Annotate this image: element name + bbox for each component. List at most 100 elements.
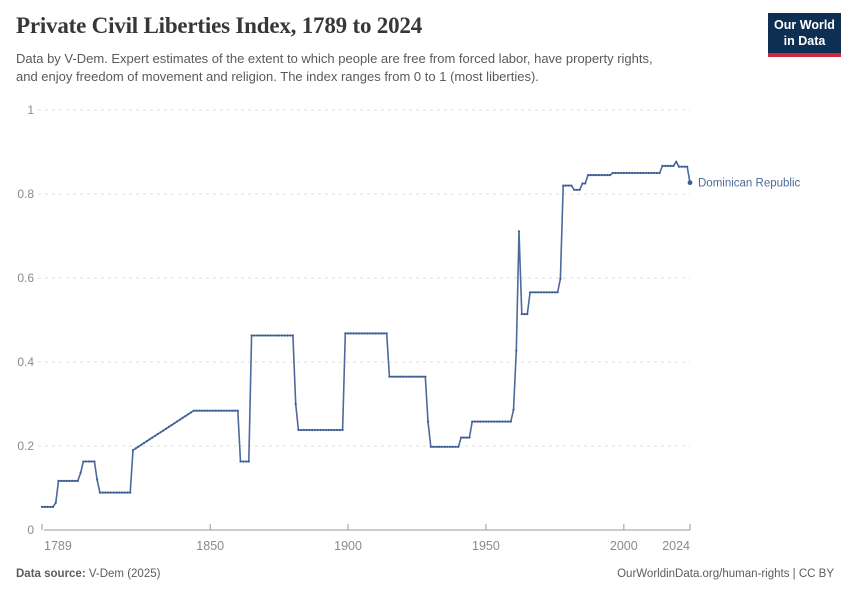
data-point bbox=[501, 420, 504, 423]
data-point bbox=[603, 174, 606, 177]
data-point bbox=[512, 408, 515, 411]
data-point bbox=[633, 171, 637, 175]
data-point bbox=[597, 174, 601, 177]
data-point bbox=[63, 479, 66, 482]
data-point bbox=[76, 479, 79, 482]
data-source-note: Data source: V-Dem (2025) bbox=[16, 568, 160, 580]
data-point bbox=[363, 332, 366, 335]
data-point bbox=[666, 164, 670, 167]
data-point bbox=[101, 491, 104, 494]
data-point bbox=[247, 460, 250, 463]
owid-logo-line1: Our World bbox=[774, 18, 835, 32]
data-point bbox=[661, 164, 664, 167]
y-tick-label: 0.8 bbox=[17, 187, 34, 201]
data-point bbox=[360, 332, 363, 335]
data-point bbox=[107, 491, 110, 494]
data-point bbox=[559, 277, 562, 280]
data-point bbox=[167, 425, 170, 428]
data-point bbox=[534, 291, 537, 294]
data-point bbox=[374, 332, 377, 335]
data-point bbox=[335, 428, 339, 432]
data-point bbox=[404, 375, 408, 378]
data-point bbox=[46, 505, 49, 508]
data-point bbox=[71, 479, 74, 482]
data-point bbox=[686, 165, 689, 168]
data-point bbox=[225, 409, 228, 412]
data-point bbox=[611, 171, 614, 175]
data-point bbox=[564, 184, 568, 187]
data-point bbox=[454, 445, 457, 448]
data-point bbox=[371, 332, 374, 335]
data-point bbox=[537, 291, 540, 294]
data-point bbox=[192, 409, 195, 412]
data-point bbox=[264, 334, 267, 337]
data-point bbox=[589, 174, 592, 177]
owid-url-license-link[interactable]: OurWorldinData.org/human-rights | CC BY bbox=[617, 568, 834, 580]
data-point bbox=[269, 334, 272, 337]
data-point bbox=[181, 416, 184, 419]
data-point bbox=[214, 409, 217, 412]
data-point bbox=[523, 313, 526, 316]
data-point bbox=[426, 420, 430, 423]
data-point bbox=[134, 447, 137, 450]
data-point bbox=[677, 165, 681, 168]
data-point bbox=[457, 445, 460, 448]
data-point bbox=[43, 505, 46, 508]
data-point bbox=[330, 428, 333, 432]
data-point bbox=[120, 491, 124, 494]
data-point bbox=[484, 420, 487, 423]
data-point bbox=[545, 291, 548, 294]
data-point bbox=[407, 375, 410, 378]
data-point bbox=[402, 375, 405, 378]
data-point bbox=[60, 479, 63, 482]
data-point bbox=[286, 334, 289, 337]
data-point bbox=[614, 171, 617, 175]
data-point bbox=[465, 436, 468, 439]
y-tick-label: 1 bbox=[27, 103, 34, 117]
data-point bbox=[308, 428, 311, 432]
data-point bbox=[658, 171, 661, 175]
data-point bbox=[178, 418, 181, 421]
data-point bbox=[123, 491, 126, 494]
data-point bbox=[540, 291, 543, 294]
data-point bbox=[115, 491, 118, 494]
data-point bbox=[305, 428, 308, 432]
data-point bbox=[592, 174, 595, 177]
data-point bbox=[551, 291, 554, 294]
data-point bbox=[176, 420, 179, 423]
data-point bbox=[520, 313, 523, 316]
data-point bbox=[432, 445, 435, 448]
data-point bbox=[319, 428, 322, 432]
y-tick-label: 0.6 bbox=[17, 271, 34, 285]
series-line bbox=[42, 160, 691, 508]
data-point bbox=[653, 171, 656, 175]
data-point bbox=[162, 429, 165, 432]
data-point bbox=[369, 332, 372, 335]
data-point bbox=[349, 332, 352, 335]
x-tick-label: 1950 bbox=[472, 539, 500, 553]
owid-logo-line2: in Data bbox=[783, 33, 826, 48]
data-point bbox=[222, 409, 226, 412]
data-point bbox=[396, 375, 399, 378]
data-point bbox=[608, 174, 612, 177]
data-point bbox=[573, 188, 576, 191]
entity-label: Dominican Republic bbox=[698, 178, 801, 190]
data-point bbox=[256, 334, 259, 337]
data-point bbox=[462, 436, 465, 439]
data-point bbox=[410, 375, 413, 378]
data-point bbox=[683, 165, 686, 168]
series-end-dot bbox=[687, 180, 693, 186]
data-point bbox=[506, 420, 510, 423]
data-point bbox=[49, 505, 52, 508]
data-point bbox=[65, 479, 68, 482]
subtitle-line-1: Data by V-Dem. Expert estimates of the e… bbox=[16, 51, 653, 66]
chart-subtitle: Data by V-Dem. Expert estimates of the e… bbox=[16, 50, 776, 85]
data-point bbox=[118, 491, 121, 494]
data-point bbox=[142, 441, 146, 445]
data-point bbox=[87, 460, 90, 463]
data-point bbox=[280, 334, 283, 337]
data-point bbox=[620, 171, 623, 175]
data-point bbox=[451, 445, 454, 448]
data-point bbox=[382, 332, 385, 335]
data-point bbox=[159, 431, 162, 434]
